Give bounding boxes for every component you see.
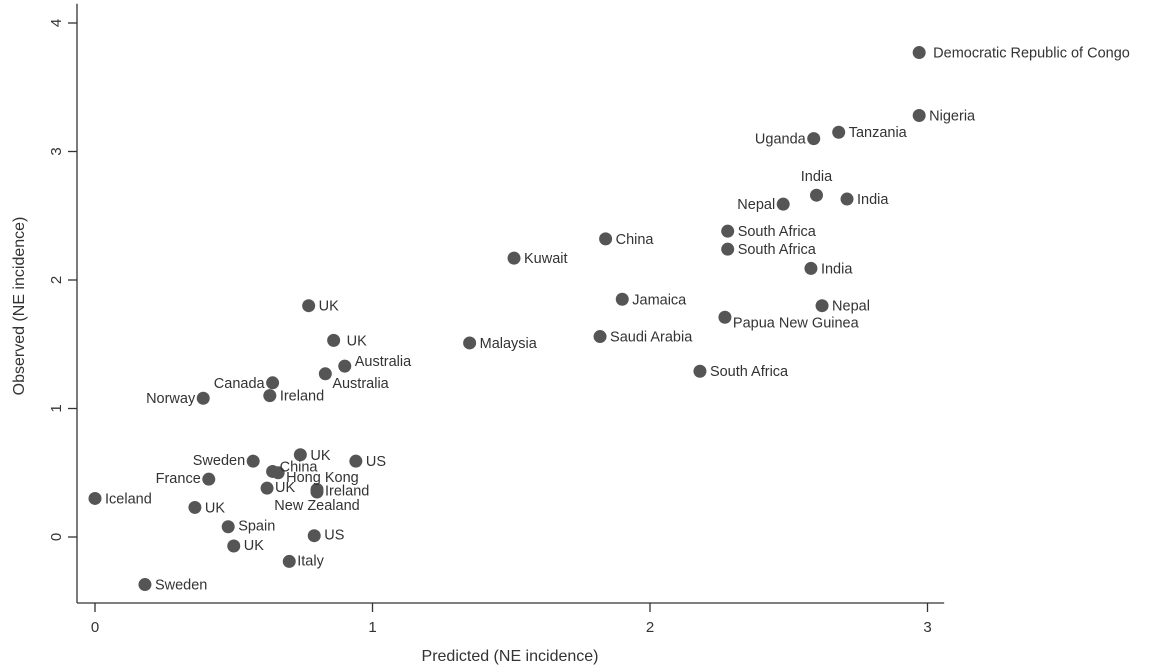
x-tick-label: 2 — [646, 619, 654, 636]
data-point-label: Norway — [146, 391, 196, 407]
data-point-label: Malaysia — [480, 336, 538, 352]
data-point-label: Tanzania — [849, 125, 908, 141]
data-point-label: UK — [310, 448, 330, 464]
data-point — [912, 109, 926, 123]
data-point — [463, 336, 477, 350]
data-point — [718, 310, 732, 324]
data-point-label: Kuwait — [524, 251, 568, 267]
data-point-label: US — [324, 528, 344, 544]
data-point — [138, 578, 152, 592]
data-point — [196, 391, 210, 405]
data-point — [721, 224, 735, 238]
data-point — [815, 299, 829, 313]
data-point-label: India — [857, 192, 889, 208]
data-point-label: Australia — [332, 376, 389, 392]
data-point — [302, 299, 316, 313]
data-point-label: Ireland — [280, 389, 324, 405]
data-point-label: Spain — [238, 519, 275, 535]
data-point — [840, 192, 854, 206]
data-point-label: Hong Kong — [286, 470, 359, 486]
data-point-label: Jamaica — [632, 292, 687, 308]
data-point-label: Nepal — [832, 299, 870, 315]
data-point-label: UK — [347, 333, 367, 349]
y-tick-label: 3 — [48, 147, 65, 155]
data-point — [271, 466, 285, 480]
data-point-label: Sweden — [193, 453, 245, 469]
data-point-label: Australia — [355, 354, 412, 370]
data-point — [810, 188, 823, 202]
x-tick-label: 3 — [923, 619, 931, 636]
x-axis-title: Predicted (NE incidence) — [422, 648, 599, 665]
y-tick-label: 1 — [48, 404, 65, 412]
data-point — [593, 330, 607, 344]
y-axis-title: Observed (NE incidence) — [11, 217, 28, 396]
data-point-label: UK — [205, 500, 225, 516]
data-point-label: South Africa — [710, 364, 789, 380]
data-point — [88, 491, 102, 505]
data-point-label: China — [616, 232, 655, 248]
data-point-label: Nepal — [737, 197, 775, 213]
data-point-label: India — [801, 169, 833, 185]
data-point-label: Iceland — [105, 491, 152, 507]
data-point-label: Nigeria — [929, 109, 976, 125]
data-point-label: South Africa — [738, 242, 817, 258]
data-point-label: UK — [275, 480, 295, 496]
y-tick-label: 0 — [48, 533, 65, 541]
data-point — [263, 389, 277, 403]
data-point-label: Uganda — [755, 132, 807, 148]
data-point — [227, 539, 241, 553]
data-point-label: Ireland — [325, 483, 369, 499]
y-tick-label: 2 — [48, 276, 65, 284]
data-point — [721, 242, 735, 256]
data-point-label: Italy — [297, 553, 324, 569]
data-point — [615, 292, 629, 306]
data-point — [599, 232, 613, 246]
data-point — [310, 485, 324, 499]
data-point — [246, 454, 260, 468]
data-point — [804, 261, 818, 275]
y-tick-label: 4 — [48, 19, 65, 27]
x-tick-label: 0 — [91, 619, 99, 636]
data-point — [293, 448, 307, 462]
data-point — [349, 454, 363, 468]
data-point-label: UK — [319, 299, 339, 315]
data-point — [260, 481, 274, 495]
data-point-label: New Zealand — [274, 498, 359, 514]
data-point-label: China — [280, 459, 319, 475]
data-point-label: Papua New Guinea — [733, 315, 860, 331]
data-point — [912, 46, 926, 60]
plot-area: 0 1 2 3 0 1 2 3 4 Democratic Republic of Congo Nig… — [48, 3, 1130, 636]
data-point — [327, 333, 341, 347]
data-point — [776, 197, 790, 211]
data-point — [202, 472, 216, 486]
data-point-label: Saudi Arabia — [610, 330, 693, 346]
data-point-label: France — [156, 471, 201, 487]
data-point — [282, 554, 296, 568]
data-point-label: Canada — [214, 376, 266, 392]
data-point — [318, 367, 332, 381]
data-point — [507, 251, 521, 265]
data-point — [693, 364, 707, 378]
data-point-label: South Africa — [738, 224, 817, 240]
data-point — [266, 376, 280, 390]
data-point-label: Sweden — [155, 578, 207, 594]
data-point — [832, 125, 846, 139]
data-point — [188, 500, 202, 514]
data-point-label: Democratic Republic of Congo — [933, 46, 1130, 62]
x-tick-label: 1 — [368, 619, 376, 636]
data-point — [307, 529, 321, 543]
data-point-label: US — [366, 454, 386, 470]
data-point — [807, 132, 821, 146]
data-point — [221, 520, 235, 534]
data-point-label: India — [821, 261, 853, 277]
data-point — [338, 359, 352, 373]
data-point-label: UK — [244, 538, 264, 554]
